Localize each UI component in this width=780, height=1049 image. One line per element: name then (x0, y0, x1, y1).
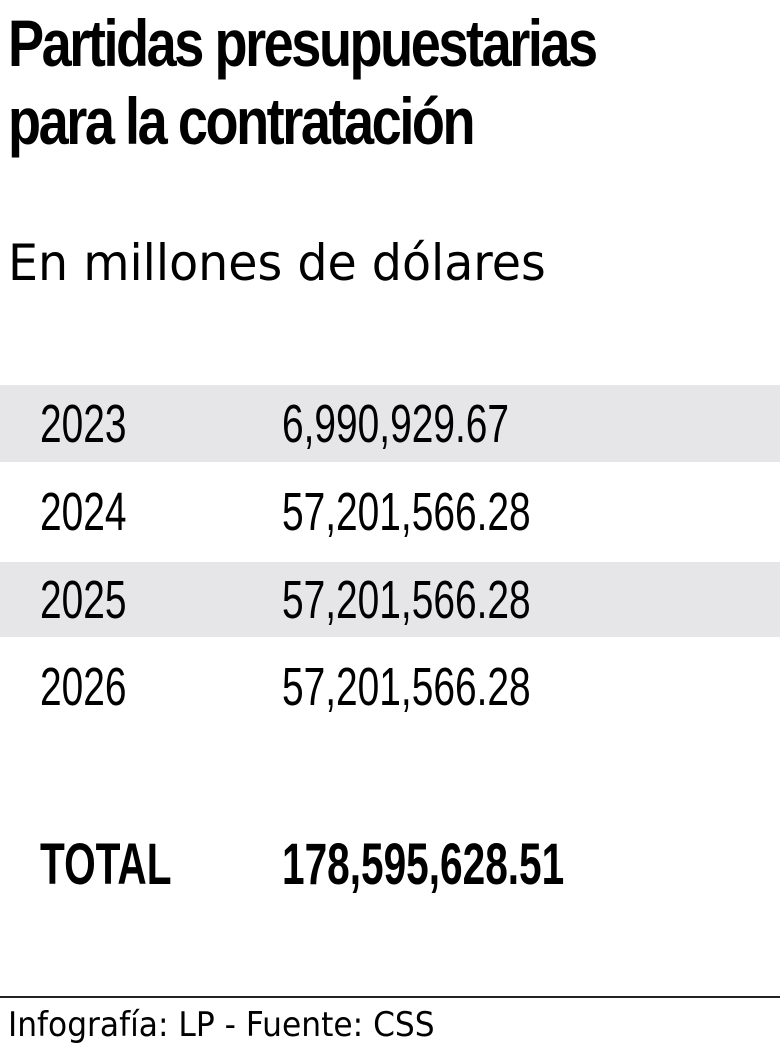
total-label: TOTAL (40, 832, 172, 897)
budget-table: 2023 6,990,929.67 2024 57,201,566.28 202… (0, 385, 780, 737)
value-cell: 57,201,566.28 (282, 657, 531, 717)
table-row: 2024 57,201,566.28 (0, 462, 780, 562)
year-cell: 2026 (40, 657, 127, 717)
title-line-2: para la contratación (8, 84, 476, 158)
total-row: TOTAL 178,595,628.51 (0, 830, 780, 900)
value-cell: 57,201,566.28 (282, 482, 531, 542)
table-row: 2025 57,201,566.28 (0, 562, 780, 637)
year-cell: 2023 (40, 393, 127, 454)
year-cell: 2025 (40, 569, 127, 630)
value-cell: 6,990,929.67 (282, 393, 510, 454)
subtitle: En millones de dólares (8, 234, 546, 292)
year-cell: 2024 (40, 482, 127, 542)
value-cell: 57,201,566.28 (282, 569, 531, 630)
page-title: Partidas presupuestarias para la contrat… (8, 4, 780, 160)
footer-divider (0, 996, 780, 998)
total-value: 178,595,628.51 (282, 832, 565, 897)
table-row: 2023 6,990,929.67 (0, 385, 780, 462)
table-row: 2026 57,201,566.28 (0, 637, 780, 737)
source-credit: Infografía: LP - Fuente: CSS (8, 1005, 435, 1045)
title-line-1: Partidas presupuestarias (8, 6, 598, 80)
